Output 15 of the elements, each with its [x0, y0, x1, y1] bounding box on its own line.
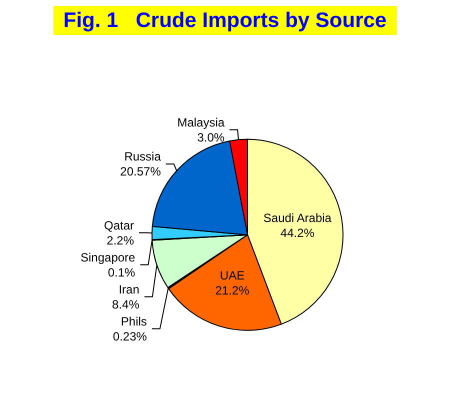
data-label: 44.2%	[280, 226, 315, 240]
slice-label: Iran	[118, 282, 140, 296]
chart-title: Fig. 1 Crude Imports by Source	[63, 9, 387, 32]
slice-label: Saudi Arabia	[263, 211, 332, 226]
slice-label: Russia	[124, 150, 162, 164]
data-label: 2.2%	[106, 233, 134, 248]
data-label: 0.1%	[108, 265, 136, 280]
data-label: 20.57%	[120, 164, 162, 179]
data-label: 3.0%	[197, 130, 225, 144]
slice-label: Qatar	[104, 218, 134, 232]
slice-label: Singapore	[80, 250, 136, 264]
slice-label: Phils	[120, 314, 147, 328]
data-label: 0.23%	[112, 329, 148, 344]
data-label: 8.4%	[112, 297, 140, 312]
slice-label: Malaysia	[177, 115, 225, 130]
